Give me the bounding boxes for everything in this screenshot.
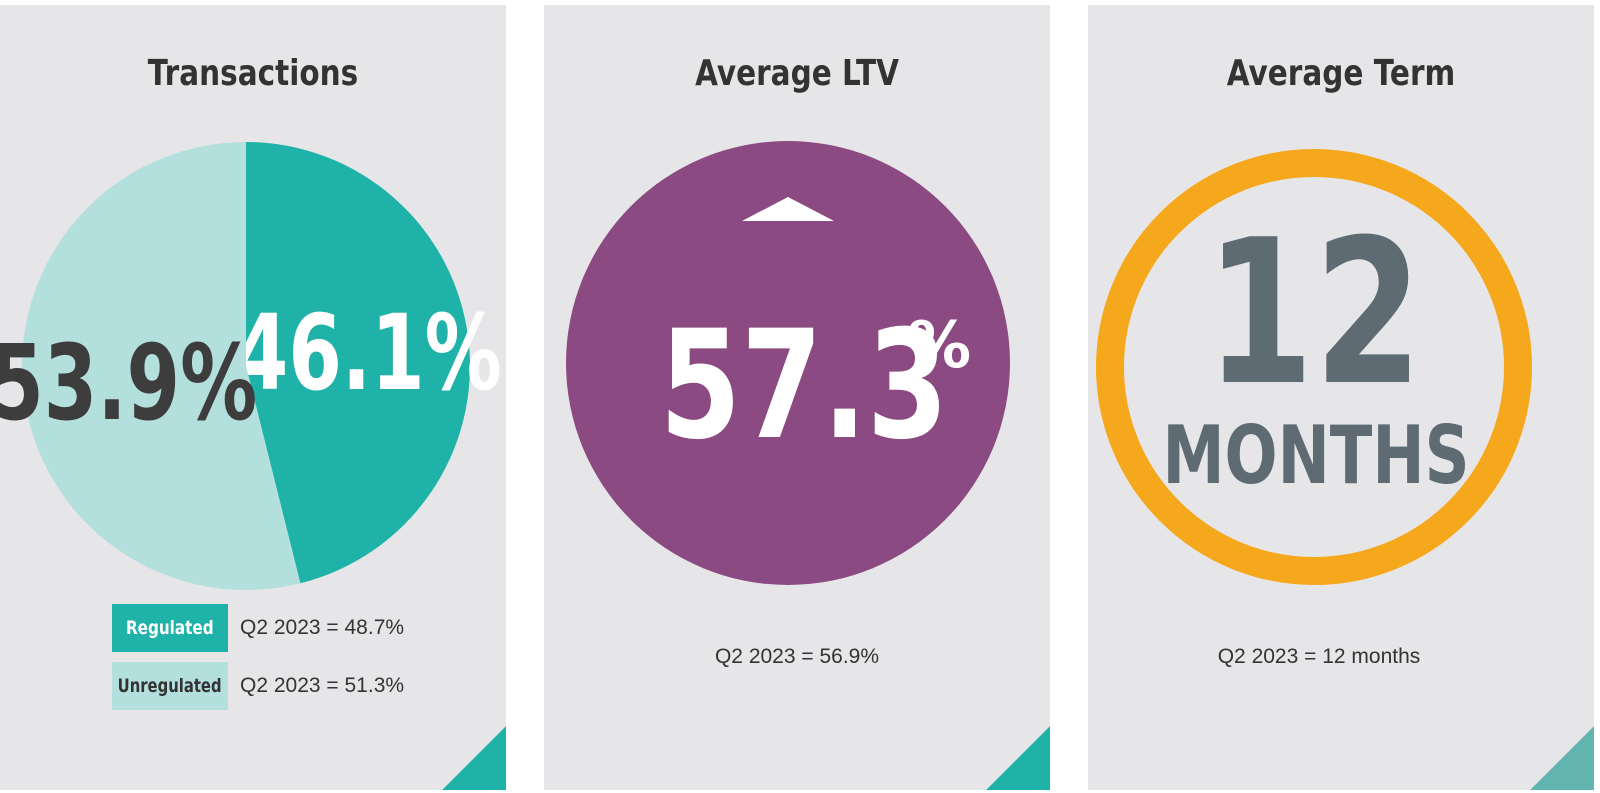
- legend-label-unregulated: Unregulated: [118, 675, 222, 697]
- term-ring: [1096, 149, 1532, 585]
- transactions-card: Transactions 46.1% 53.9% Regulated Q2 202…: [0, 5, 506, 790]
- transactions-title: Transactions: [147, 53, 359, 94]
- average-term-card: Average Term 12 MONTHS Q2 2023 = 12 mont…: [1088, 5, 1594, 790]
- legend-row-regulated: Regulated Q2 2023 = 48.7%: [112, 604, 404, 652]
- average-ltv-card: Average LTV 57.3 % Q2 2023 = 56.9%: [544, 5, 1050, 790]
- average-term-title: Average Term: [1226, 53, 1456, 94]
- ltv-value: 57.3: [660, 298, 949, 473]
- up-arrow-icon: [742, 197, 834, 221]
- average-ltv-title: Average LTV: [695, 53, 899, 94]
- legend-badge-regulated: Regulated: [112, 604, 228, 652]
- page-fold-icon: [986, 726, 1050, 790]
- ltv-unit: %: [907, 309, 971, 383]
- term-value: 12: [1205, 198, 1422, 430]
- pie-slice-unregulated: [21, 142, 301, 590]
- ltv-comparison: Q2 2023 = 56.9%: [714, 645, 880, 668]
- pie-label-regulated: 46.1%: [235, 292, 502, 414]
- page-fold-icon: [442, 726, 506, 790]
- transactions-pie-chart: 46.1%53.9%: [0, 142, 502, 590]
- page-fold-corner: [1530, 726, 1594, 790]
- pie-slice-regulated: [246, 142, 470, 584]
- page-fold-corner: [986, 726, 1050, 790]
- term-badge: 12 MONTHS: [1096, 149, 1532, 585]
- term-comparison: Q2 2023 = 12 months: [1217, 645, 1421, 668]
- ltv-badge: 57.3 %: [566, 141, 1010, 585]
- legend-row-unregulated: Unregulated Q2 2023 = 51.3%: [112, 662, 404, 710]
- pie-label-unregulated: 53.9%: [0, 322, 257, 444]
- legend-comparison-unregulated: Q2 2023 = 51.3%: [240, 674, 405, 697]
- legend-comparison-regulated: Q2 2023 = 48.7%: [240, 616, 405, 639]
- legend-label-regulated: Regulated: [126, 617, 214, 639]
- legend-badge-unregulated: Unregulated: [112, 662, 228, 710]
- term-unit: MONTHS: [1162, 408, 1469, 502]
- page-fold-icon: [1530, 726, 1594, 790]
- page-fold-corner: [442, 726, 506, 790]
- ltv-circle: [566, 141, 1010, 585]
